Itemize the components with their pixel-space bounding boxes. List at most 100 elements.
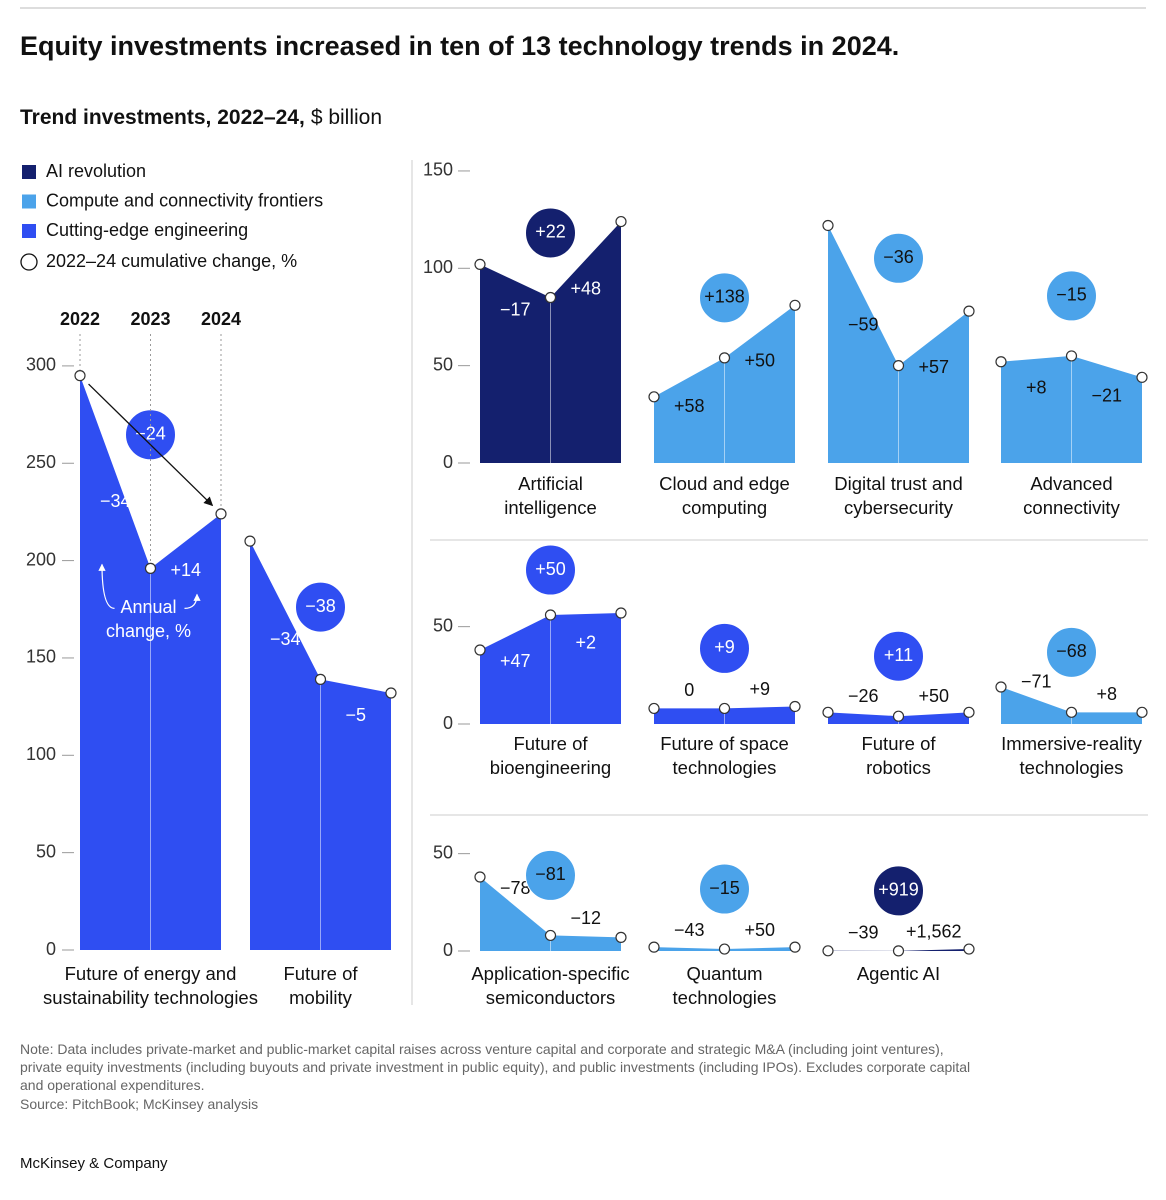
trend-name: computing [682, 497, 767, 518]
change-label: +50 [744, 920, 775, 940]
change-label: −59 [848, 314, 879, 334]
y-tick-label: 250 [26, 452, 56, 472]
trend-name: Future of energy and [65, 963, 237, 984]
note: private equity investments (including bu… [20, 1059, 970, 1075]
chart-title: Equity investments increased in ten of 1… [20, 31, 899, 61]
area [480, 877, 621, 951]
cumulative-label: −24 [135, 424, 166, 444]
y-tick-label: 0 [46, 939, 56, 959]
cumulative-bubble [699, 272, 750, 324]
y-tick-label: 100 [26, 744, 56, 764]
change-label: +9 [749, 679, 770, 699]
point [822, 945, 834, 957]
point [615, 215, 627, 228]
y-tick-label: 50 [433, 615, 453, 635]
change-label: −39 [848, 923, 879, 943]
cumulative-label: −38 [305, 596, 336, 616]
point [892, 360, 905, 372]
cumulative-label: +9 [714, 637, 735, 657]
point [74, 370, 86, 382]
point [789, 941, 801, 953]
legend-swatch [22, 194, 36, 209]
point [544, 609, 557, 621]
legend-marker [20, 253, 38, 271]
change-label: −21 [1091, 385, 1122, 405]
change-label: −12 [570, 908, 601, 928]
trend-name: semiconductors [486, 987, 616, 1008]
y-tick-label: 50 [433, 354, 453, 374]
point [892, 945, 905, 957]
point [718, 943, 731, 955]
point [892, 710, 905, 722]
brand: McKinsey & Company [20, 1155, 168, 1172]
trend-name: Agentic AI [857, 963, 940, 984]
cumulative-bubble [525, 849, 576, 901]
point [718, 702, 731, 715]
change-arrow [88, 383, 214, 507]
cumulative-bubble [873, 630, 924, 682]
cumulative-label: −15 [1056, 285, 1087, 305]
subtitle-unit: $ billion [311, 106, 382, 129]
point [963, 706, 975, 718]
trend-name: Future of [861, 733, 936, 754]
trend-name: Digital trust and [834, 473, 963, 494]
trend-name: cybersecurity [844, 497, 954, 518]
point [474, 644, 486, 656]
change-label: +8 [1096, 684, 1117, 704]
point [1065, 706, 1078, 718]
point [963, 943, 975, 955]
trend-name: Artificial [518, 473, 583, 494]
change-label: −17 [500, 300, 531, 320]
trend-name: Future of [513, 733, 588, 754]
y-tick-label: 150 [423, 160, 453, 180]
year-label: 2022 [60, 309, 100, 329]
change-label: +8 [1026, 378, 1047, 398]
legend-label: Cutting-edge engineering [46, 220, 248, 240]
change-label: +50 [918, 686, 949, 706]
point [615, 607, 627, 619]
year-label: 2023 [130, 309, 170, 329]
point [995, 681, 1007, 693]
change-label: +14 [170, 560, 201, 580]
cumulative-bubble [1046, 270, 1097, 322]
point [314, 673, 327, 685]
change-label: −34 [100, 491, 131, 511]
cumulative-bubble [525, 544, 576, 596]
annotation-arrow [98, 563, 115, 609]
note: Note: Data includes private-market and p… [20, 1041, 944, 1057]
cumulative-bubble [873, 232, 924, 284]
change-label: −26 [848, 686, 879, 706]
point [1136, 371, 1148, 383]
change-label: +57 [918, 357, 949, 377]
legend-swatch [22, 224, 36, 238]
trend-name: bioengineering [490, 757, 611, 778]
trend-name: Cloud and edge [659, 473, 790, 494]
point [215, 508, 227, 520]
y-tick-label: 300 [26, 355, 56, 375]
area [828, 225, 969, 463]
trend-name: technologies [1020, 757, 1124, 778]
point [474, 258, 486, 271]
change-label: +1,562 [906, 922, 962, 942]
trend-name: connectivity [1023, 497, 1120, 518]
y-tick-label: 100 [423, 257, 453, 277]
change-label: +2 [575, 633, 596, 653]
legend-label: AI revolution [46, 161, 146, 181]
point [615, 931, 627, 943]
point [963, 305, 975, 317]
legend-swatch [22, 165, 36, 179]
cumulative-label: −36 [883, 247, 914, 267]
annotation: Annual [120, 597, 176, 617]
point [544, 929, 557, 942]
point [648, 391, 660, 403]
trend-name: mobility [289, 987, 352, 1008]
trend-name: Future of [283, 963, 358, 984]
annotation: change, % [106, 621, 191, 641]
point [648, 941, 660, 953]
cumulative-label: +919 [878, 880, 919, 900]
y-tick-label: 0 [443, 452, 453, 472]
point [995, 356, 1007, 368]
legend-label: Compute and connectivity frontiers [46, 190, 323, 210]
change-label: −78 [500, 878, 531, 898]
